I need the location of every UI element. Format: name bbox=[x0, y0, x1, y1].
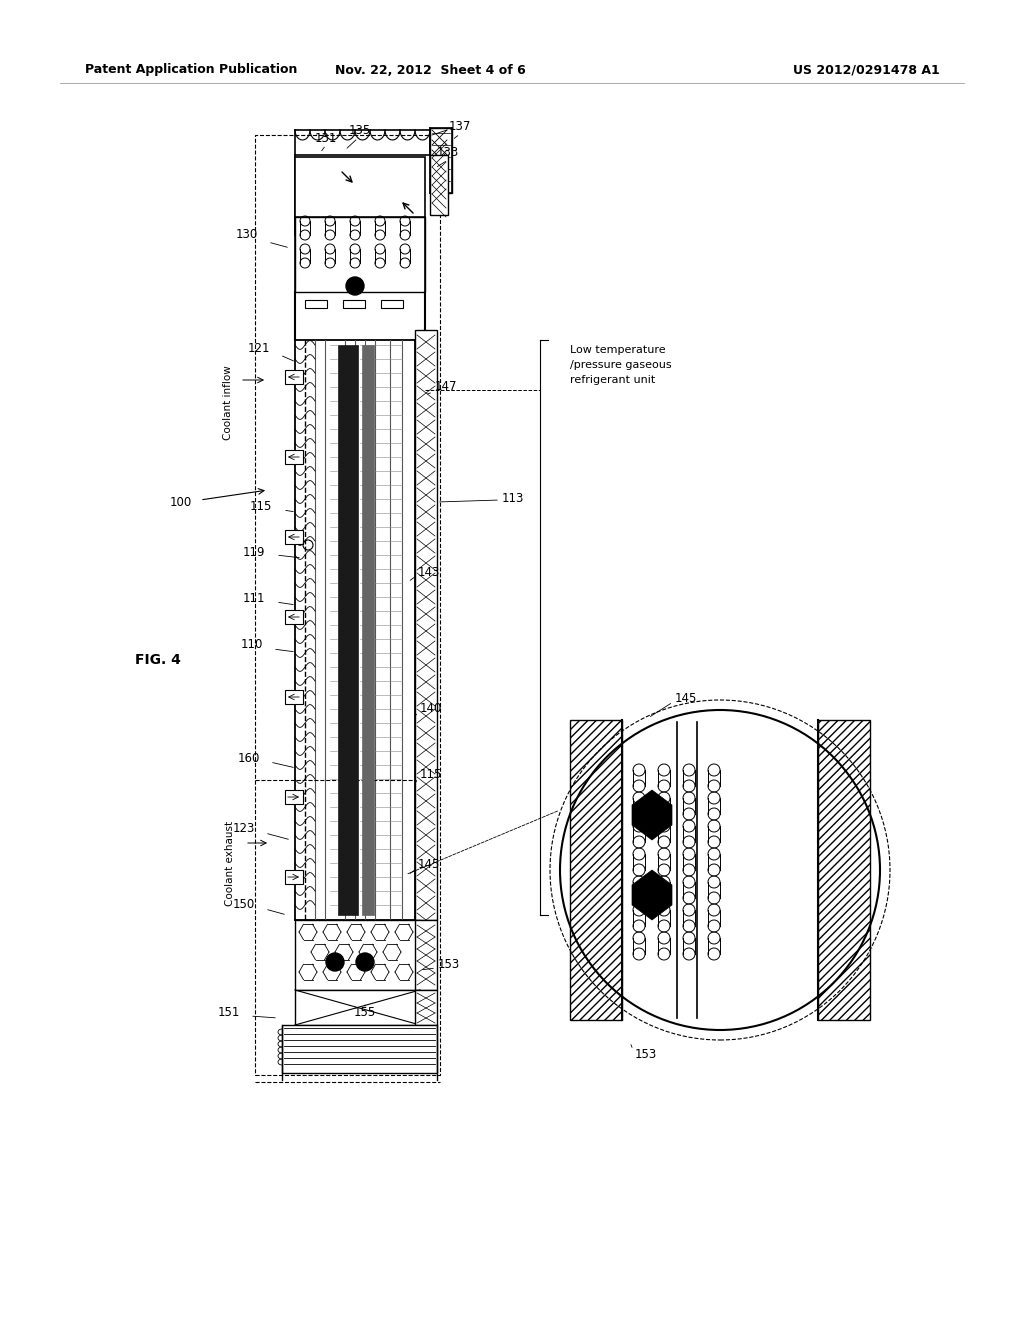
Text: 155: 155 bbox=[354, 1006, 376, 1019]
Text: 153: 153 bbox=[438, 958, 460, 972]
Bar bbox=[818, 719, 870, 1020]
Text: 113: 113 bbox=[502, 491, 524, 504]
Polygon shape bbox=[632, 870, 672, 920]
Text: 150: 150 bbox=[232, 899, 255, 912]
Text: 143: 143 bbox=[418, 565, 440, 578]
Bar bbox=[362, 345, 374, 915]
Text: US 2012/0291478 A1: US 2012/0291478 A1 bbox=[794, 63, 940, 77]
Text: Coolant inflow: Coolant inflow bbox=[223, 366, 233, 441]
Bar bbox=[285, 450, 303, 465]
Text: 100: 100 bbox=[170, 496, 193, 510]
Bar bbox=[343, 300, 365, 308]
Text: Coolant exhaust: Coolant exhaust bbox=[225, 821, 234, 906]
Text: 110: 110 bbox=[241, 639, 263, 652]
Text: 111: 111 bbox=[243, 591, 265, 605]
Text: /pressure gaseous: /pressure gaseous bbox=[570, 360, 672, 370]
Text: 151: 151 bbox=[218, 1006, 240, 1019]
Bar bbox=[285, 789, 303, 804]
Text: 147: 147 bbox=[435, 380, 458, 393]
Bar bbox=[295, 920, 420, 990]
Bar bbox=[570, 719, 622, 1020]
Text: 140: 140 bbox=[420, 701, 442, 714]
Text: 121: 121 bbox=[248, 342, 270, 355]
Bar bbox=[285, 690, 303, 704]
Text: 153: 153 bbox=[635, 1048, 657, 1061]
Text: Low temperature: Low temperature bbox=[570, 345, 666, 355]
Bar bbox=[430, 128, 452, 193]
Text: Nov. 22, 2012  Sheet 4 of 6: Nov. 22, 2012 Sheet 4 of 6 bbox=[335, 63, 525, 77]
Bar bbox=[415, 330, 437, 920]
Text: 123: 123 bbox=[232, 821, 255, 834]
Bar bbox=[255, 135, 440, 1074]
Bar bbox=[282, 1026, 437, 1073]
Bar bbox=[415, 920, 437, 990]
Text: 160: 160 bbox=[238, 751, 260, 764]
Text: FIG. 4: FIG. 4 bbox=[135, 653, 181, 667]
Circle shape bbox=[346, 277, 364, 294]
Text: Patent Application Publication: Patent Application Publication bbox=[85, 63, 297, 77]
Text: refrigerant unit: refrigerant unit bbox=[570, 375, 655, 385]
Circle shape bbox=[356, 953, 374, 972]
Bar bbox=[305, 300, 327, 308]
Bar bbox=[338, 345, 358, 915]
Bar bbox=[295, 216, 425, 292]
Text: 145: 145 bbox=[675, 692, 697, 705]
Bar bbox=[381, 300, 403, 308]
Bar bbox=[285, 531, 303, 544]
Bar bbox=[285, 870, 303, 884]
Text: 135: 135 bbox=[349, 124, 371, 136]
Text: 115: 115 bbox=[250, 500, 272, 513]
Bar bbox=[295, 990, 420, 1026]
Bar bbox=[285, 610, 303, 624]
Text: 130: 130 bbox=[236, 228, 258, 242]
Polygon shape bbox=[632, 789, 672, 840]
Text: 131: 131 bbox=[314, 132, 337, 144]
Bar bbox=[285, 370, 303, 384]
Bar bbox=[295, 157, 425, 216]
Text: 137: 137 bbox=[449, 120, 471, 133]
Text: 119: 119 bbox=[243, 545, 265, 558]
Text: 115: 115 bbox=[420, 768, 442, 781]
Circle shape bbox=[555, 705, 885, 1035]
Bar bbox=[430, 154, 449, 215]
Bar bbox=[415, 990, 437, 1026]
Circle shape bbox=[326, 953, 344, 972]
Text: 145: 145 bbox=[418, 858, 440, 871]
Text: 133: 133 bbox=[437, 145, 459, 158]
